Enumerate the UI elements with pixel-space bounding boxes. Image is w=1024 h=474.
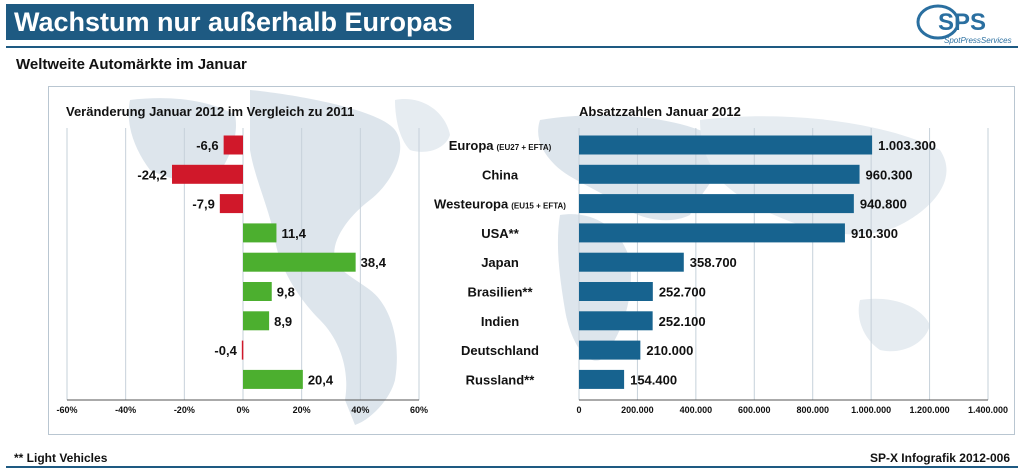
sales-chart-title: Absatzzahlen Januar 2012 <box>579 104 741 119</box>
change-bar <box>172 164 243 184</box>
sales-tick-label: 400.000 <box>680 405 713 415</box>
change-tick-label: -40% <box>115 405 136 415</box>
category-label: Brasilien** <box>467 285 533 300</box>
category-label: Deutschland <box>461 343 539 358</box>
sales-value-label: 358.700 <box>690 255 737 270</box>
change-value-label: 9,8 <box>277 285 295 300</box>
category-label: Europa (EU27 + EFTA) <box>449 138 552 153</box>
change-bar <box>241 340 244 360</box>
logo-text: SPS <box>938 9 986 36</box>
chart-gridlines: Veränderung Januar 2012 im Vergleich zu … <box>56 104 1008 415</box>
sales-value-label: 960.300 <box>866 167 913 182</box>
category-label: Japan <box>481 255 519 270</box>
title-bar: Wachstum nur außerhalb Europas <box>6 4 474 40</box>
logo-swoosh-icon <box>916 4 960 40</box>
change-bar <box>219 194 243 214</box>
sales-bar <box>579 223 845 243</box>
change-bar <box>243 252 356 272</box>
change-value-label: 11,4 <box>281 226 306 241</box>
change-value-label: 38,4 <box>361 255 387 270</box>
change-value-label: -7,9 <box>192 197 214 212</box>
sales-tick-label: 600.000 <box>738 405 771 415</box>
page-title: Wachstum nur außerhalb Europas <box>14 7 453 37</box>
category-labels: Europa (EU27 + EFTA) China Westeuropa (EU15 … <box>434 138 566 387</box>
change-bar <box>243 311 270 331</box>
sales-bar <box>579 311 653 331</box>
sales-tick-label: 800.000 <box>796 405 829 415</box>
sales-tick-label: 1.200.000 <box>910 405 950 415</box>
sps-logo: SPS SpotPressServices <box>916 4 1012 45</box>
sales-value-label: 1.003.300 <box>878 138 936 153</box>
change-bar <box>243 223 277 243</box>
footnote: ** Light Vehicles <box>14 451 108 465</box>
logo-tagline: SpotPressServices <box>944 36 1012 45</box>
sales-bar <box>579 194 854 214</box>
sales-tick-label: 1.400.000 <box>968 405 1008 415</box>
category-label: USA** <box>481 226 520 241</box>
sales-bar <box>579 135 873 155</box>
change-tick-label: 60% <box>410 405 428 415</box>
sales-bar <box>579 164 860 184</box>
sales-value-label: 154.400 <box>630 372 677 387</box>
source-credit: SP-X Infografik 2012-006 <box>869 451 1010 465</box>
sales-value-label: 252.100 <box>659 314 706 329</box>
change-bar <box>243 369 303 389</box>
sales-value-label: 940.800 <box>860 197 907 212</box>
change-chart-title: Veränderung Januar 2012 im Vergleich zu … <box>66 104 354 119</box>
sales-bar <box>579 369 625 389</box>
change-tick-label: 0% <box>236 405 249 415</box>
change-value-label: 20,4 <box>308 372 334 387</box>
category-label: Westeuropa (EU15 + EFTA) <box>434 197 566 212</box>
change-tick-label: -60% <box>56 405 77 415</box>
sales-bar <box>579 282 653 301</box>
change-bar <box>243 282 272 301</box>
category-label: Russland** <box>466 372 536 387</box>
category-label: Indien <box>481 314 519 329</box>
sales-bar <box>579 252 684 272</box>
sales-value-label: 252.700 <box>659 285 706 300</box>
sales-value-label: 910.300 <box>851 226 898 241</box>
change-bar <box>223 135 243 155</box>
change-value-label: -0,4 <box>214 343 237 358</box>
header-rule <box>6 46 1018 48</box>
sales-value-label: 210.000 <box>646 343 693 358</box>
change-value-label: 8,9 <box>274 314 292 329</box>
sales-tick-label: 1.000.000 <box>851 405 891 415</box>
change-tick-label: -20% <box>174 405 195 415</box>
footer-rule <box>6 466 1018 468</box>
change-tick-label: 20% <box>293 405 311 415</box>
sales-tick-label: 200.000 <box>621 405 654 415</box>
sales-chart: 1.003.300 960.300 940.800 910.300 358.700 252… <box>579 135 936 389</box>
change-value-label: -24,2 <box>137 167 167 182</box>
change-value-label: -6,6 <box>196 138 218 153</box>
change-chart: -6,6 -24,2 -7,9 11,4 38,4 9,8 8,9 -0,4 20,4 <box>137 135 387 389</box>
page-subtitle: Weltweite Automärkte im Januar <box>16 56 247 73</box>
sales-tick-label: 0 <box>576 405 581 415</box>
change-tick-label: 40% <box>351 405 369 415</box>
category-label: China <box>482 167 519 182</box>
sales-bar <box>579 340 641 360</box>
